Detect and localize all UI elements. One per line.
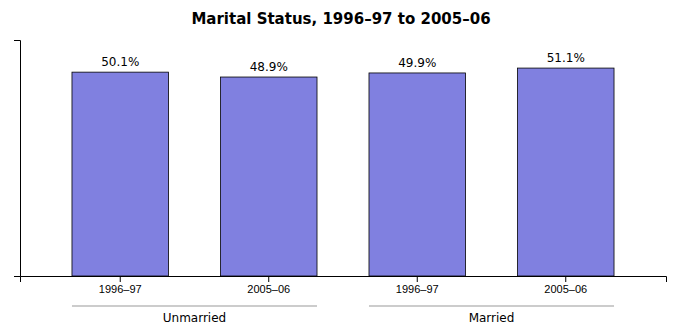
group-bracket <box>72 306 317 307</box>
x-tick-label: 2005–06 <box>544 283 587 295</box>
x-tick: 2005–06 <box>544 276 587 295</box>
data-label: 48.9% <box>250 60 288 74</box>
x-tick-label: 1996–97 <box>99 283 142 295</box>
y-axis-line <box>14 41 21 277</box>
group-label: Unmarried <box>163 311 226 325</box>
x-axis: 1996–97 2005–06 1996–97 2005–06 <box>21 276 667 295</box>
plot: 1996–97 2005–06 1996–97 2005–06 50.1% 48.9% 49… <box>14 41 667 326</box>
x-axis-line <box>21 277 667 283</box>
x-tick-mark <box>565 276 566 282</box>
title: Marital Status, 1996–97 to 2005–06 <box>191 10 490 28</box>
group-labels: Unmarried Married <box>72 306 614 325</box>
chart: Marital Status, 1996–97 to 2005–06 1996–9… <box>0 0 682 334</box>
x-tick-mark <box>120 276 121 282</box>
x-tick: 1996–97 <box>396 276 439 295</box>
y-axis <box>14 41 21 277</box>
bars <box>72 68 614 276</box>
bar <box>517 68 614 276</box>
data-label: 51.1% <box>547 51 585 65</box>
x-tick: 2005–06 <box>247 276 290 295</box>
x-tick: 1996–97 <box>99 276 142 295</box>
x-tick-label: 1996–97 <box>396 283 439 295</box>
data-labels: 50.1% 48.9% 49.9% 51.1% <box>101 51 585 74</box>
group-label: Married <box>469 311 515 325</box>
data-label: 50.1% <box>101 55 139 69</box>
bar <box>220 77 317 276</box>
data-label: 49.9% <box>398 56 436 70</box>
x-tick-label: 2005–06 <box>247 283 290 295</box>
bar <box>369 73 466 276</box>
x-tick-mark <box>417 276 418 282</box>
x-tick-mark <box>268 276 269 282</box>
group-bracket <box>369 306 614 307</box>
bar <box>72 72 169 276</box>
